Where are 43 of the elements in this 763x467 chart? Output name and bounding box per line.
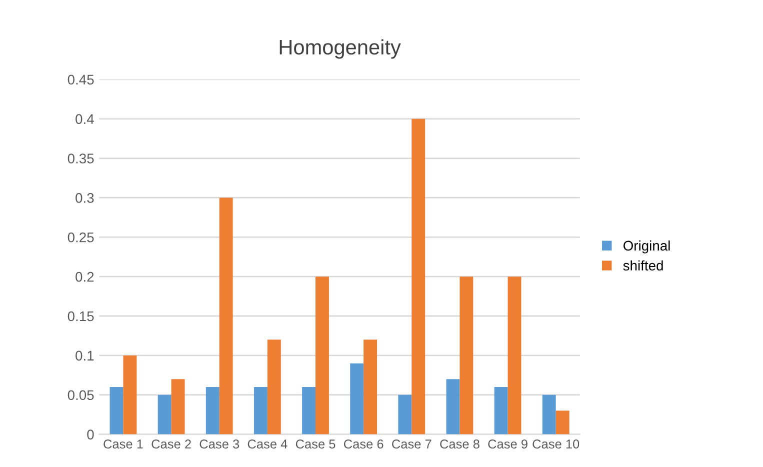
- bar: [110, 386, 124, 434]
- bar: [412, 118, 426, 434]
- x-tick-label: Case 6: [344, 440, 384, 449]
- bar: [508, 276, 522, 434]
- bar: [123, 355, 137, 434]
- bar: [350, 363, 364, 434]
- bar: [158, 394, 172, 434]
- bar: [542, 394, 556, 434]
- x-tick-label: Case 1: [104, 440, 143, 449]
- bar: [267, 340, 281, 434]
- y-tick-label: 0.35: [68, 154, 94, 164]
- legend-label: shifted: [623, 260, 663, 271]
- bar: [460, 276, 474, 434]
- x-tick-label: Case 9: [488, 440, 528, 449]
- bar: [171, 379, 185, 434]
- bar: [364, 340, 378, 434]
- legend-label: Original: [623, 240, 670, 254]
- x-tick-label: Case 3: [200, 440, 240, 449]
- y-tick-label: 0: [87, 430, 94, 440]
- x-tick-label: Case 4: [248, 440, 288, 449]
- y-tick-label: 0.25: [68, 232, 94, 242]
- x-tick-label: Case 8: [440, 440, 480, 449]
- y-tick-label: 0.3: [76, 193, 94, 203]
- bar: [556, 410, 570, 434]
- y-tick-label: 0.45: [68, 74, 94, 85]
- bar: [219, 198, 233, 434]
- bar: [206, 386, 220, 434]
- x-tick-label: Case 7: [392, 440, 432, 449]
- bar: [302, 386, 316, 434]
- y-tick-label: 0.2: [76, 272, 94, 282]
- y-tick-label: 0.05: [68, 390, 94, 400]
- x-tick-label: Case 5: [296, 440, 336, 449]
- y-tick-label: 0.15: [68, 311, 94, 322]
- x-tick-label: Case 2: [152, 440, 191, 449]
- y-tick-label: 0.1: [76, 350, 94, 361]
- bar: [398, 394, 412, 434]
- bar: [316, 276, 329, 434]
- bar: [254, 386, 268, 434]
- y-tick-label: 0.4: [76, 114, 94, 124]
- x-tick-label: Case 10: [532, 440, 580, 449]
- bar: [446, 379, 460, 434]
- chart-title: Homogeneity: [280, 39, 401, 59]
- bar: [494, 386, 508, 434]
